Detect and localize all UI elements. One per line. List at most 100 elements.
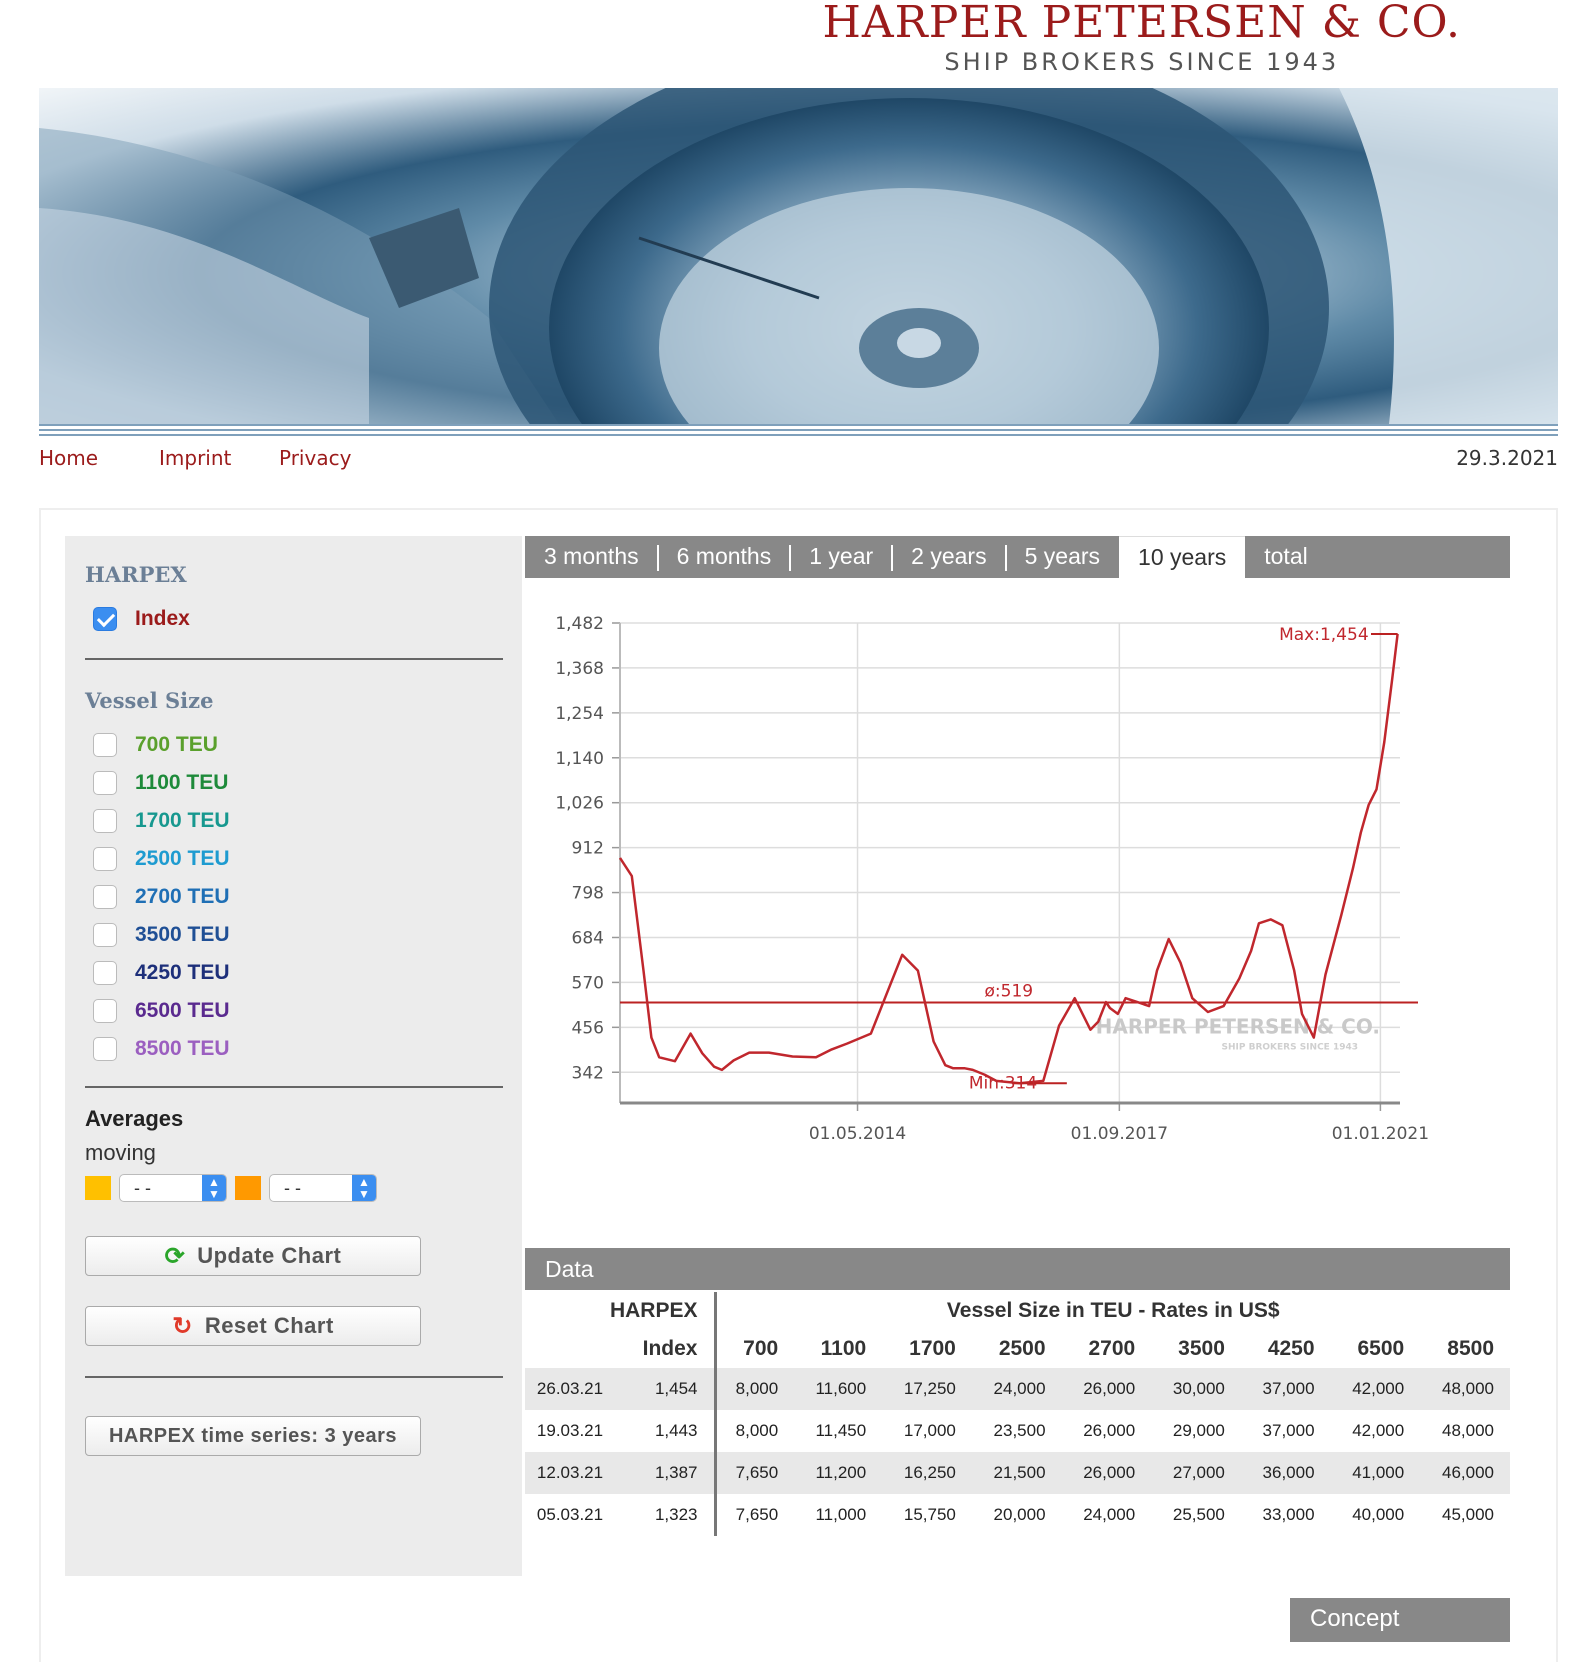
row-rate: 48,000 [1442, 1421, 1494, 1440]
vessel-option-2500[interactable]: 2500 TEU [93, 844, 230, 874]
row-rate: 48,000 [1420, 1368, 1510, 1410]
y-tick-label: 798 [572, 884, 604, 904]
chart-watermark: HARPER PETERSEN & CO. [1096, 1014, 1380, 1038]
y-tick-label: 456 [572, 1018, 604, 1038]
averages-title: Averages [85, 1106, 184, 1131]
tab-5-years[interactable]: 5 years [1024, 543, 1101, 569]
index-checkbox[interactable] [93, 607, 117, 631]
vessel-checkbox[interactable] [93, 923, 117, 947]
table-row: 05.03.21 1,323 7,650 11,000 15,750 20,000 24,0… [525, 1494, 1510, 1536]
row-rate: 42,000 [1330, 1368, 1421, 1410]
harpex-heading: HARPEX [85, 562, 187, 587]
average-label: ø:519 [985, 982, 1034, 1002]
harpex-timeseries-button[interactable]: HARPEX time series: 3 years [85, 1416, 421, 1456]
tab-3-months[interactable]: 3 months [525, 536, 659, 578]
update-chart-button[interactable]: ⟳ Update Chart [85, 1236, 421, 1276]
vessel-checkbox[interactable] [93, 809, 117, 833]
vessel-label: 3500 TEU [135, 923, 230, 946]
y-tick-label: 684 [572, 928, 604, 948]
row-rate: 27,000 [1151, 1452, 1241, 1494]
avg2-color-swatch [235, 1176, 261, 1200]
current-date: 29.3.2021 [1456, 446, 1558, 470]
vessel-checkbox[interactable] [93, 885, 117, 909]
update-chart-label: Update Chart [197, 1243, 342, 1268]
size-column-header: 1700 [909, 1337, 956, 1360]
avg2-select[interactable]: - - ▲ ▼ [269, 1174, 377, 1202]
size-column-header: 8500 [1447, 1337, 1494, 1360]
vessel-label: 1700 TEU [135, 809, 230, 832]
vessel-checkbox[interactable] [93, 961, 117, 985]
refresh-icon: ⟳ [164, 1242, 186, 1270]
vessel-option-700[interactable]: 700 TEU [93, 730, 218, 760]
updown-arrows-icon: ▲ ▼ [352, 1175, 376, 1201]
row-rate: 21,500 [971, 1452, 1062, 1494]
y-tick-label: 1,026 [555, 794, 604, 814]
y-tick-label: 1,254 [555, 704, 604, 724]
row-index: 1,443 [615, 1410, 717, 1452]
nav-home-link[interactable]: Home [39, 446, 99, 470]
reset-chart-button[interactable]: ↻ Reset Chart [85, 1306, 421, 1346]
vessel-checkbox[interactable] [93, 733, 117, 757]
top-nav: Home Imprint Privacy 29.3.2021 [39, 446, 1558, 476]
tab-6-months[interactable]: 6 months [658, 536, 791, 578]
row-rate: 11,450 [815, 1421, 867, 1440]
vessel-label: 6500 TEU [135, 999, 230, 1022]
row-rate: 24,000 [971, 1368, 1062, 1410]
row-date: 19.03.21 [536, 1421, 604, 1440]
sidebar-divider [85, 1086, 503, 1088]
row-rate: 41,000 [1330, 1452, 1421, 1494]
index-option[interactable]: Index [93, 604, 190, 634]
nav-privacy-link[interactable]: Privacy [279, 446, 352, 470]
row-rate: 8,000 [715, 1368, 795, 1410]
vessel-option-8500[interactable]: 8500 TEU [93, 1034, 230, 1064]
vessel-checkbox[interactable] [93, 999, 117, 1023]
vessel-checkbox[interactable] [93, 847, 117, 871]
row-rate: 17,000 [903, 1421, 956, 1440]
vessel-checkbox[interactable] [93, 1037, 117, 1061]
concept-button[interactable]: Concept [1290, 1598, 1510, 1642]
vessel-label: 4250 TEU [135, 961, 230, 984]
vessel-option-3500[interactable]: 3500 TEU [93, 920, 230, 950]
avg1-select[interactable]: - - ▲ ▼ [119, 1174, 227, 1202]
vessel-label: 8500 TEU [135, 1037, 230, 1060]
sidebar-panel: HARPEX Index Vessel Size 700 TEU 1100 TE… [65, 536, 522, 1576]
row-rate: 42,000 [1352, 1421, 1405, 1440]
vessel-option-1100[interactable]: 1100 TEU [93, 768, 228, 798]
vessel-checkbox[interactable] [93, 771, 117, 795]
row-rate: 15,750 [903, 1505, 956, 1524]
y-tick-label: 342 [572, 1063, 604, 1083]
row-rate: 45,000 [1442, 1505, 1494, 1524]
rates-table: HARPEX Vessel Size in TEU - Rates in US$… [525, 1292, 1510, 1536]
header-banner-image [39, 88, 1558, 424]
tab-total[interactable]: total [1264, 543, 1308, 569]
row-rate: 23,500 [993, 1421, 1046, 1440]
vessel-option-4250[interactable]: 4250 TEU [93, 958, 230, 988]
nav-imprint-link[interactable]: Imprint [159, 446, 232, 470]
y-tick-label: 1,140 [555, 749, 604, 769]
harpex-chart: 1,482 1,368 1,254 1,140 1,026 912 798 684 570 456… [525, 578, 1510, 1248]
data-section-title: Data [525, 1248, 1510, 1290]
row-rate: 37,000 [1240, 1368, 1331, 1410]
row-rate: 26,000 [1061, 1368, 1152, 1410]
size-column-header: 2700 [1088, 1337, 1136, 1360]
row-rate: 11,200 [794, 1452, 883, 1494]
tab-10-years[interactable]: 10 years [1119, 536, 1246, 578]
compass-illustration [39, 88, 1558, 424]
harpex-timeseries-label: HARPEX time series: 3 years [108, 1424, 398, 1447]
row-rate: 17,250 [882, 1368, 972, 1410]
vessel-label: 2700 TEU [135, 885, 230, 908]
tab-1-year[interactable]: 1 year [790, 536, 894, 578]
tab-2-years[interactable]: 2 years [892, 536, 1008, 578]
moving-average-controls: - - ▲ ▼ - - ▲ ▼ [85, 1174, 385, 1202]
vessel-option-2700[interactable]: 2700 TEU [93, 882, 230, 912]
row-rate: 25,500 [1172, 1505, 1225, 1524]
size-column-header: 4250 [1267, 1337, 1315, 1360]
vessel-option-1700[interactable]: 1700 TEU [93, 806, 230, 836]
reset-chart-label: Reset Chart [204, 1313, 334, 1338]
row-rate: 37,000 [1262, 1421, 1315, 1440]
vessel-size-heading: Vessel Size [85, 688, 214, 713]
vessel-option-6500[interactable]: 6500 TEU [93, 996, 230, 1026]
averages-subtitle: moving [85, 1140, 156, 1165]
banner-stripes [39, 424, 1558, 438]
sidebar-divider [85, 658, 503, 660]
